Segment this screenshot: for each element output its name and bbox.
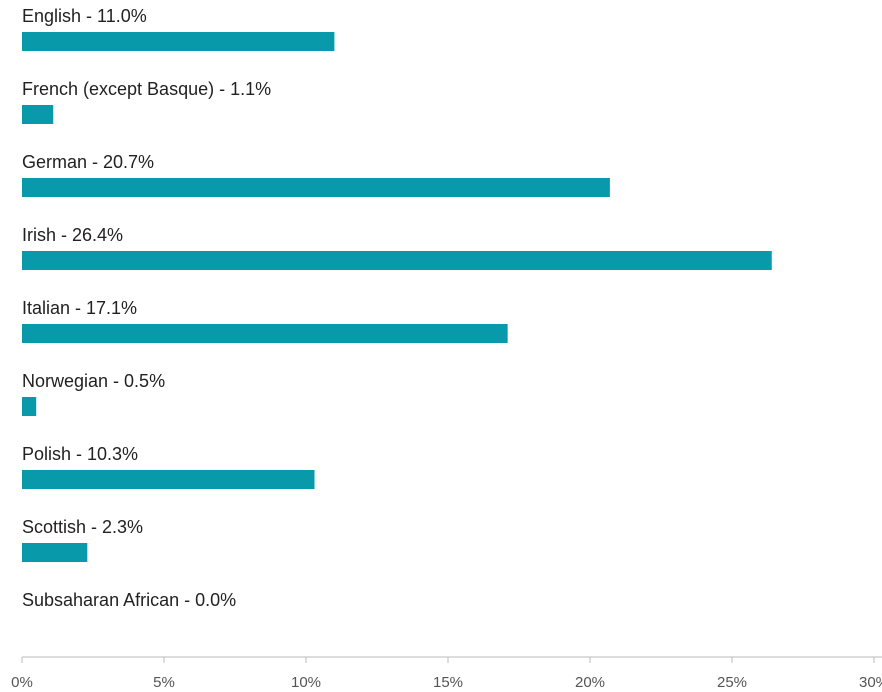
bar bbox=[22, 105, 54, 124]
x-tick-label: 5% bbox=[153, 674, 175, 691]
x-tick-label: 30% bbox=[859, 674, 882, 691]
category-label: Polish - 10.3% bbox=[22, 444, 138, 464]
bar bbox=[22, 251, 772, 270]
category-label: Subsaharan African - 0.0% bbox=[22, 590, 236, 610]
category-label: French (except Basque) - 1.1% bbox=[22, 79, 271, 99]
x-tick-label: 10% bbox=[291, 674, 321, 691]
bar bbox=[22, 324, 508, 343]
bar bbox=[22, 543, 88, 562]
x-tick-label: 25% bbox=[717, 674, 747, 691]
category-label: Irish - 26.4% bbox=[22, 225, 123, 245]
bar bbox=[22, 178, 610, 197]
category-label: Italian - 17.1% bbox=[22, 298, 137, 318]
category-label: German - 20.7% bbox=[22, 152, 154, 172]
bar bbox=[22, 470, 315, 489]
bar bbox=[22, 397, 37, 416]
x-tick-label: 15% bbox=[433, 674, 463, 691]
category-label: Scottish - 2.3% bbox=[22, 517, 143, 537]
bar bbox=[22, 32, 335, 51]
category-label: Norwegian - 0.5% bbox=[22, 371, 165, 391]
x-tick-label: 0% bbox=[11, 674, 33, 691]
category-label: English - 11.0% bbox=[22, 6, 147, 26]
x-tick-label: 20% bbox=[575, 674, 605, 691]
